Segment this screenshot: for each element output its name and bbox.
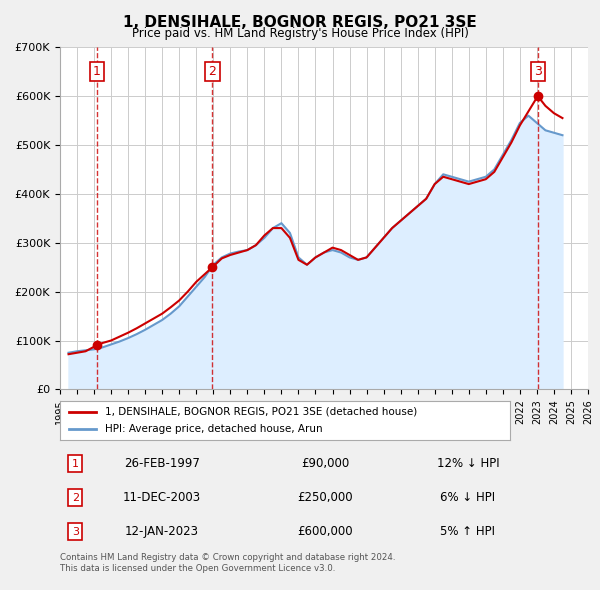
Text: 2: 2 [209, 65, 217, 78]
Text: 1: 1 [92, 65, 101, 78]
Text: 12-JAN-2023: 12-JAN-2023 [125, 525, 199, 538]
Text: 1: 1 [72, 458, 79, 468]
Text: Price paid vs. HM Land Registry's House Price Index (HPI): Price paid vs. HM Land Registry's House … [131, 27, 469, 40]
Text: HPI: Average price, detached house, Arun: HPI: Average price, detached house, Arun [105, 424, 323, 434]
Text: 3: 3 [534, 65, 542, 78]
Text: 11-DEC-2003: 11-DEC-2003 [123, 491, 201, 504]
Text: 1, DENSIHALE, BOGNOR REGIS, PO21 3SE: 1, DENSIHALE, BOGNOR REGIS, PO21 3SE [123, 15, 477, 30]
Text: 12% ↓ HPI: 12% ↓ HPI [437, 457, 499, 470]
Text: 26-FEB-1997: 26-FEB-1997 [124, 457, 200, 470]
Text: 5% ↑ HPI: 5% ↑ HPI [440, 525, 496, 538]
Text: £90,000: £90,000 [301, 457, 349, 470]
Text: 1, DENSIHALE, BOGNOR REGIS, PO21 3SE (detached house): 1, DENSIHALE, BOGNOR REGIS, PO21 3SE (de… [105, 407, 417, 417]
Text: Contains HM Land Registry data © Crown copyright and database right 2024.
This d: Contains HM Land Registry data © Crown c… [60, 553, 395, 573]
Text: 6% ↓ HPI: 6% ↓ HPI [440, 491, 496, 504]
Text: 3: 3 [72, 527, 79, 537]
Text: £600,000: £600,000 [298, 525, 353, 538]
Text: £250,000: £250,000 [298, 491, 353, 504]
Text: 2: 2 [72, 493, 79, 503]
